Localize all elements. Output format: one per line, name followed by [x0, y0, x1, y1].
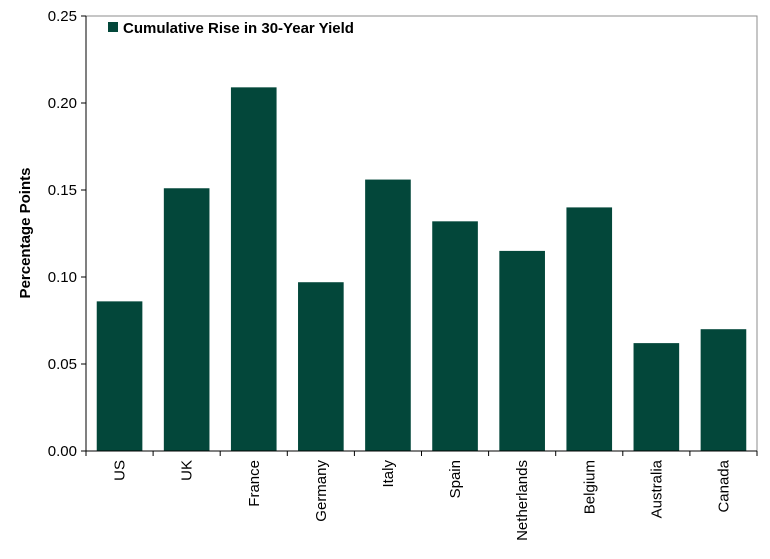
x-tick-label-belgium: Belgium — [581, 460, 598, 514]
bar-us — [96, 301, 143, 451]
y-tick-label: 0.15 — [48, 182, 77, 199]
legend-swatch — [108, 22, 118, 32]
legend-label: Cumulative Rise in 30-Year Yield — [123, 20, 354, 37]
bar-belgium — [566, 207, 613, 451]
x-tick-label-italy: Italy — [380, 460, 397, 488]
x-tick-label-spain: Spain — [447, 460, 464, 498]
x-tick-label-us: US — [112, 460, 129, 481]
x-tick-label-uk: UK — [179, 460, 196, 481]
x-tick-label-france: France — [246, 460, 263, 507]
bar-france — [230, 87, 277, 451]
bar-spain — [432, 221, 478, 451]
bar-uk — [163, 188, 210, 451]
x-tick-label-canada: Canada — [715, 459, 732, 512]
x-tick-label-australia: Australia — [648, 459, 665, 518]
bar-netherlands — [499, 250, 545, 451]
x-tick-label-netherlands: Netherlands — [514, 460, 531, 541]
y-tick-label: 0.10 — [48, 269, 77, 286]
bars — [96, 87, 747, 451]
bar-australia — [633, 343, 680, 451]
y-axis-title: Percentage Points — [17, 168, 34, 299]
y-tick-label: 0.05 — [48, 356, 77, 373]
y-tick-label: 0.20 — [48, 95, 77, 112]
y-axis: 0.00 0.05 0.10 0.15 0.20 0.25 — [48, 8, 87, 460]
y-tick-label: 0.00 — [48, 443, 77, 460]
bar-canada — [700, 329, 747, 451]
legend: Cumulative Rise in 30-Year Yield — [108, 20, 354, 37]
bar-italy — [365, 179, 411, 451]
y-tick-label: 0.25 — [48, 8, 77, 25]
bar-germany — [298, 282, 344, 451]
x-axis: US UK France Germany Italy Spain Netherlands Be… — [85, 450, 758, 541]
x-tick-label-germany: Germany — [313, 460, 330, 522]
